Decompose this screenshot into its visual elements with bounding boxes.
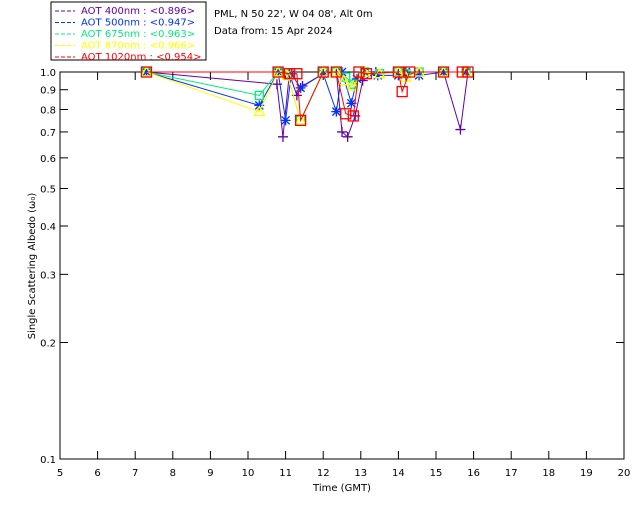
x-tick-label: 15 [430, 468, 443, 479]
data-point [347, 79, 360, 91]
data-point [253, 105, 266, 117]
y-tick-label: 0.9 [40, 86, 56, 97]
data-point [318, 68, 329, 79]
data-point [272, 66, 284, 78]
data-point [372, 70, 383, 81]
data-point [140, 66, 153, 78]
x-tick-label: 16 [467, 468, 480, 479]
legend-label: AOT 870nm : <0.966> [81, 41, 195, 52]
series-line [146, 71, 467, 122]
x-tick-label: 7 [132, 468, 138, 479]
data-point [437, 66, 450, 78]
series-line [146, 70, 467, 121]
x-tick-label: 18 [542, 468, 555, 479]
legend-box [50, 1, 207, 61]
data-point [280, 115, 291, 126]
series-line [146, 71, 468, 123]
legend-label: AOT 1020nm : <0.954> [81, 52, 201, 63]
data-point [330, 66, 343, 78]
data-point [283, 68, 296, 80]
chart-title-line-1: PML, N 50 22', W 04 08', Alt 0m [214, 9, 373, 20]
y-tick-label: 0.6 [40, 154, 56, 165]
data-point [340, 108, 352, 120]
y-tick-label: 0.3 [40, 270, 56, 281]
x-tick-label: 12 [317, 468, 330, 479]
data-point [291, 68, 303, 80]
x-tick-label: 13 [354, 468, 367, 479]
x-tick-label: 11 [279, 468, 292, 479]
data-point [295, 82, 306, 93]
data-point [337, 126, 347, 137]
data-point [317, 66, 329, 78]
data-point [347, 110, 359, 122]
y-tick-label: 0.1 [40, 455, 56, 466]
y-tick-label: 0.4 [40, 222, 56, 233]
data-point [346, 98, 357, 109]
data-point [352, 73, 363, 84]
x-tick-label: 9 [207, 468, 213, 479]
x-tick-label: 19 [580, 468, 593, 479]
y-tick-label: 0.7 [40, 128, 56, 139]
data-point [360, 68, 373, 80]
y-tick-label: 0.2 [40, 339, 56, 350]
y-axis-label: Single Scattering Albedo (ω₀) [27, 193, 38, 340]
data-point [342, 131, 353, 142]
data-point [392, 65, 405, 77]
data-point [455, 124, 466, 135]
data-point [294, 114, 307, 126]
data-point [277, 131, 288, 142]
data-point [392, 66, 405, 78]
data-point [331, 106, 342, 117]
data-point [396, 85, 408, 98]
x-tick-label: 8 [170, 468, 176, 479]
series-line [146, 71, 467, 122]
y-tick-label: 0.8 [40, 106, 56, 117]
data-point [254, 90, 264, 101]
x-tick-label: 10 [242, 468, 255, 479]
legend-label: AOT 500nm : <0.947> [81, 18, 195, 29]
x-tick-label: 6 [94, 468, 100, 479]
chart-title-line-2: Data from: 15 Apr 2024 [214, 26, 333, 37]
x-tick-label: 20 [618, 468, 631, 479]
series-0 [141, 67, 473, 142]
legend-label: AOT 400nm : <0.896> [81, 6, 195, 17]
x-tick-label: 14 [392, 468, 405, 479]
data-point [462, 66, 474, 78]
data-point [337, 74, 350, 86]
series-4 [140, 66, 474, 127]
data-point [353, 66, 365, 78]
data-point [404, 66, 416, 78]
y-tick-label: 0.5 [40, 184, 56, 195]
x-axis-label: Time (GMT) [312, 483, 371, 494]
x-tick-label: 17 [505, 468, 518, 479]
data-point [294, 114, 307, 127]
legend-label: AOT 675nm : <0.963> [81, 29, 195, 40]
x-tick-label: 5 [57, 468, 63, 479]
y-tick-label: 1.0 [40, 68, 56, 79]
